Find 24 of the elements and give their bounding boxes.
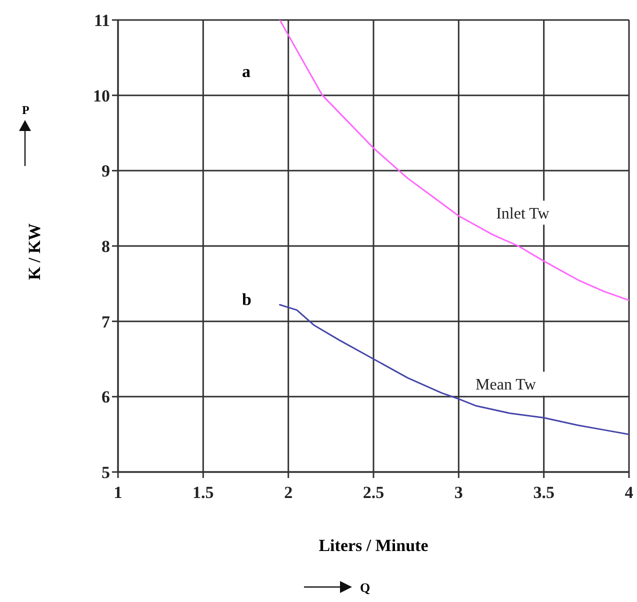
y-tick-label: 7: [102, 312, 110, 332]
annotation: b: [242, 290, 252, 310]
x-tick-label: 1.5: [192, 483, 214, 502]
y-tick-label: 6: [102, 388, 110, 407]
x-tick-label: 3: [454, 483, 463, 502]
x-tick-label: 2: [284, 483, 293, 502]
x-tick-label: 3.5: [533, 483, 554, 502]
text: Q: [360, 580, 370, 596]
text: P: [22, 103, 30, 118]
line-series: [279, 304, 629, 436]
y-tick-label: 8: [102, 237, 110, 256]
y-tick-label: 9: [102, 162, 110, 181]
series-label: Inlet Tw: [496, 206, 550, 223]
x-tick-label: 2.5: [362, 483, 384, 502]
y-axis-title: K / KW: [25, 223, 45, 280]
x-axis-title: Liters / Minute: [318, 536, 430, 556]
y-tick-label: 10: [93, 86, 110, 106]
y-tick-label: 5: [102, 463, 110, 482]
annotation: a: [242, 62, 250, 82]
x-tick-label: 4: [624, 483, 634, 502]
y-tick-label: 11: [94, 11, 110, 30]
series-label: Mean Tw: [476, 376, 536, 394]
line-series: [279, 20, 629, 301]
x-tick-label: 1: [114, 483, 122, 502]
